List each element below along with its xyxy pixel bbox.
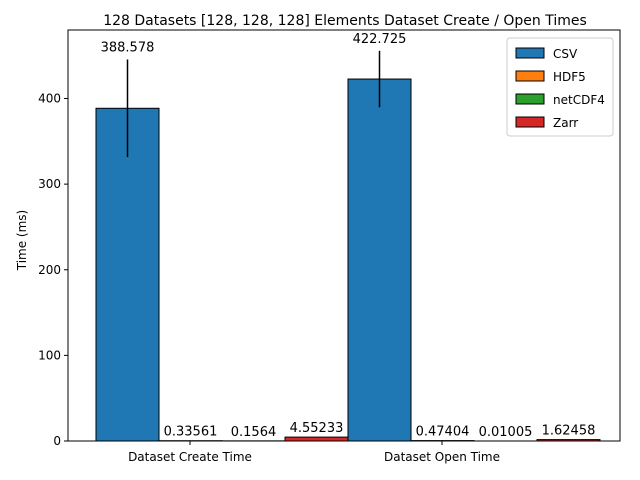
legend-swatch-netcdf4	[515, 93, 545, 105]
bar-value-label: 0.01005	[479, 425, 533, 440]
chart-title: 128 Datasets [128, 128, 128] Elements Da…	[103, 13, 587, 29]
legend-label-hdf5: HDF5	[553, 70, 586, 84]
bar-csv-1	[347, 78, 412, 442]
bar-value-label: 4.55233	[290, 421, 344, 436]
bar-zarr-0	[284, 436, 349, 442]
y-tick-label: 300	[38, 177, 61, 191]
y-axis-label: Time (ms)	[15, 210, 29, 272]
bar-value-label: 1.62458	[542, 424, 596, 439]
y-tick-label: 100	[38, 348, 61, 362]
legend-frame	[506, 37, 614, 137]
axes-group: 0 100 200 300 400 Dataset Create Time Dataset …	[38, 92, 500, 465]
y-tick-label: 0	[53, 434, 61, 448]
legend-label-netcdf4: netCDF4	[553, 93, 605, 107]
legend-label-zarr: Zarr	[553, 116, 578, 130]
legend-swatch-zarr	[515, 116, 545, 128]
x-tick-label: Dataset Open Time	[384, 450, 500, 464]
y-tick-label: 400	[38, 92, 61, 106]
bar-labels-group: 388.578 422.725 0.33561 0.47404 0.1564 0.0100…	[101, 32, 596, 440]
bar-value-label: 0.1564	[231, 425, 277, 440]
y-tick-label: 200	[38, 263, 61, 277]
bars-group	[95, 50, 601, 442]
bar-value-label: 0.33561	[164, 425, 218, 440]
bar-value-label: 0.47404	[416, 425, 470, 440]
bar-value-label: 422.725	[353, 32, 407, 47]
x-tick-label: Dataset Create Time	[128, 450, 252, 464]
bar-zarr-1	[536, 439, 601, 442]
legend-swatch-csv	[515, 47, 545, 59]
bar-value-label: 388.578	[101, 40, 155, 55]
legend-swatch-hdf5	[515, 70, 545, 82]
legend: CSV HDF5 netCDF4 Zarr	[506, 37, 614, 137]
bar-csv-0	[95, 107, 160, 442]
legend-label-csv: CSV	[553, 47, 578, 61]
